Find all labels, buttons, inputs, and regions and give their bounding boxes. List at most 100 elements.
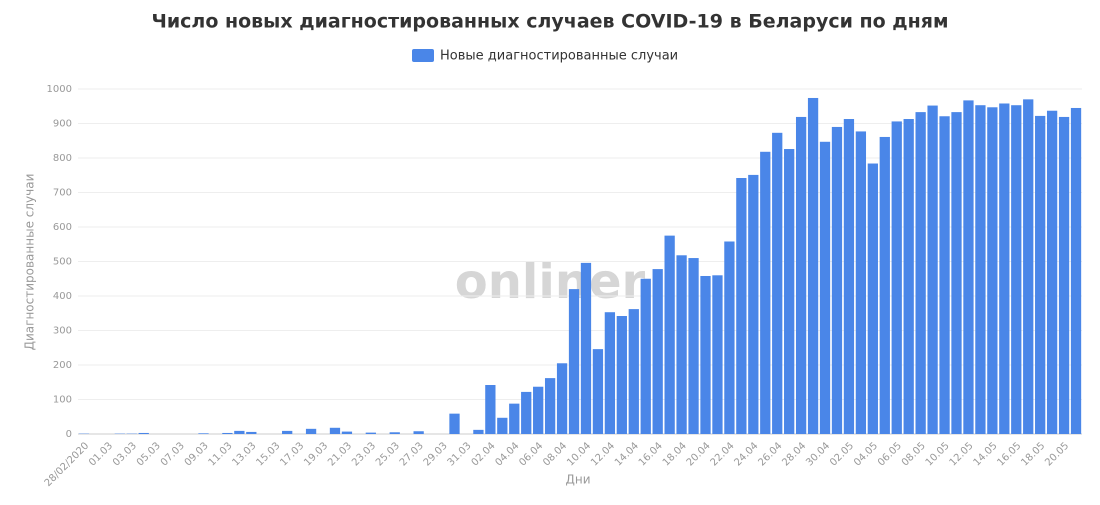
bar <box>760 151 771 435</box>
bar <box>879 136 890 434</box>
x-tick-label: 15.03 <box>254 440 282 468</box>
bar <box>473 429 484 434</box>
bar <box>831 126 843 434</box>
bar <box>341 431 353 434</box>
bar <box>485 385 496 434</box>
bar <box>915 112 926 435</box>
bar <box>784 149 795 434</box>
x-tick-label: 12.04 <box>589 440 617 468</box>
bar <box>1023 99 1034 434</box>
x-tick-label: 24.04 <box>733 440 761 468</box>
x-tick-label: 22.04 <box>709 440 737 468</box>
bar <box>592 349 604 434</box>
x-tick-label: 16.04 <box>637 440 665 468</box>
x-tick-label: 03.03 <box>111 440 139 468</box>
x-tick-label: 04.05 <box>852 440 880 468</box>
bar <box>497 417 508 434</box>
x-tick-label: 20.05 <box>1043 440 1071 468</box>
x-tick-label: 08.04 <box>541 440 569 468</box>
bar <box>855 131 867 434</box>
y-axis-label: Диагностированные случаи <box>23 174 37 351</box>
bar <box>736 178 747 434</box>
x-tick-label: 21.03 <box>326 440 354 468</box>
x-tick-label: 06.04 <box>517 440 545 468</box>
bar <box>927 105 938 434</box>
y-tick-label: 600 <box>53 222 72 233</box>
bar <box>987 107 998 434</box>
bar <box>616 316 627 434</box>
bar <box>1046 110 1058 435</box>
bar <box>246 431 257 434</box>
bar <box>843 119 855 434</box>
bar <box>234 430 245 434</box>
bar <box>305 428 317 434</box>
x-tick-label: 12.05 <box>948 440 976 468</box>
bar <box>509 403 520 434</box>
y-tick-label: 800 <box>53 153 72 164</box>
bar <box>533 386 544 434</box>
bar <box>580 262 592 434</box>
bar <box>365 432 376 434</box>
bar <box>1011 105 1022 434</box>
x-tick-label: 06.05 <box>876 440 904 468</box>
bar <box>795 116 807 434</box>
y-tick-label: 100 <box>53 395 72 406</box>
bar <box>628 309 639 434</box>
x-tick-label: 16.05 <box>995 440 1023 468</box>
x-tick-label: 30.04 <box>804 440 832 468</box>
x-tick-label: 25.03 <box>374 440 402 468</box>
x-tick-label: 14.05 <box>972 440 1000 468</box>
bar <box>604 312 616 434</box>
x-tick-label: 14.04 <box>613 440 641 468</box>
bar <box>544 378 556 434</box>
bar <box>807 97 819 434</box>
y-tick-label: 500 <box>53 257 72 268</box>
x-tick-label: 10.04 <box>565 440 593 468</box>
bar <box>664 235 675 434</box>
x-tick-label: 10.05 <box>924 440 952 468</box>
watermark: onliner <box>455 254 646 310</box>
bar <box>688 258 699 434</box>
bar <box>1058 116 1070 434</box>
x-tick-label: 18.04 <box>661 440 689 468</box>
bar <box>198 433 209 434</box>
bar <box>903 119 914 434</box>
x-tick-label: 28/02/2020 <box>43 440 92 489</box>
x-tick-label: 11.03 <box>207 440 235 468</box>
bar <box>676 255 687 434</box>
x-tick-label: 05.03 <box>135 440 163 468</box>
x-tick-label: 01.03 <box>87 440 115 468</box>
bar <box>640 278 651 434</box>
bar <box>712 275 723 434</box>
bar <box>652 269 663 434</box>
y-tick-label: 400 <box>53 291 72 302</box>
x-tick-label: 29.03 <box>422 440 450 468</box>
bar <box>891 121 902 435</box>
chart-title: Число новых диагностированных случаев CO… <box>151 11 948 33</box>
x-tick-label: 07.03 <box>159 440 187 468</box>
x-tick-label: 02.04 <box>470 440 498 468</box>
y-tick-label: 1000 <box>47 84 72 95</box>
bar <box>772 132 783 434</box>
bar <box>724 241 735 434</box>
legend-swatch <box>412 49 434 62</box>
x-tick-label: 31.03 <box>446 440 474 468</box>
bar <box>939 116 950 434</box>
x-tick-label: 17.03 <box>278 440 306 468</box>
bar <box>568 289 580 434</box>
bar <box>867 163 878 434</box>
bar <box>1070 107 1082 434</box>
x-tick-label: 18.05 <box>1019 440 1047 468</box>
x-tick-label: 28.04 <box>780 440 808 468</box>
bar <box>521 391 532 434</box>
x-tick-label: 27.03 <box>398 440 426 468</box>
y-tick-label: 700 <box>53 188 72 199</box>
x-tick-label: 19.03 <box>302 440 330 468</box>
y-tick-label: 0 <box>66 429 72 440</box>
x-tick-label: 13.03 <box>231 440 259 468</box>
y-tick-label: 900 <box>53 119 72 130</box>
bar <box>963 100 974 434</box>
bar <box>449 413 460 434</box>
bar <box>282 430 293 434</box>
